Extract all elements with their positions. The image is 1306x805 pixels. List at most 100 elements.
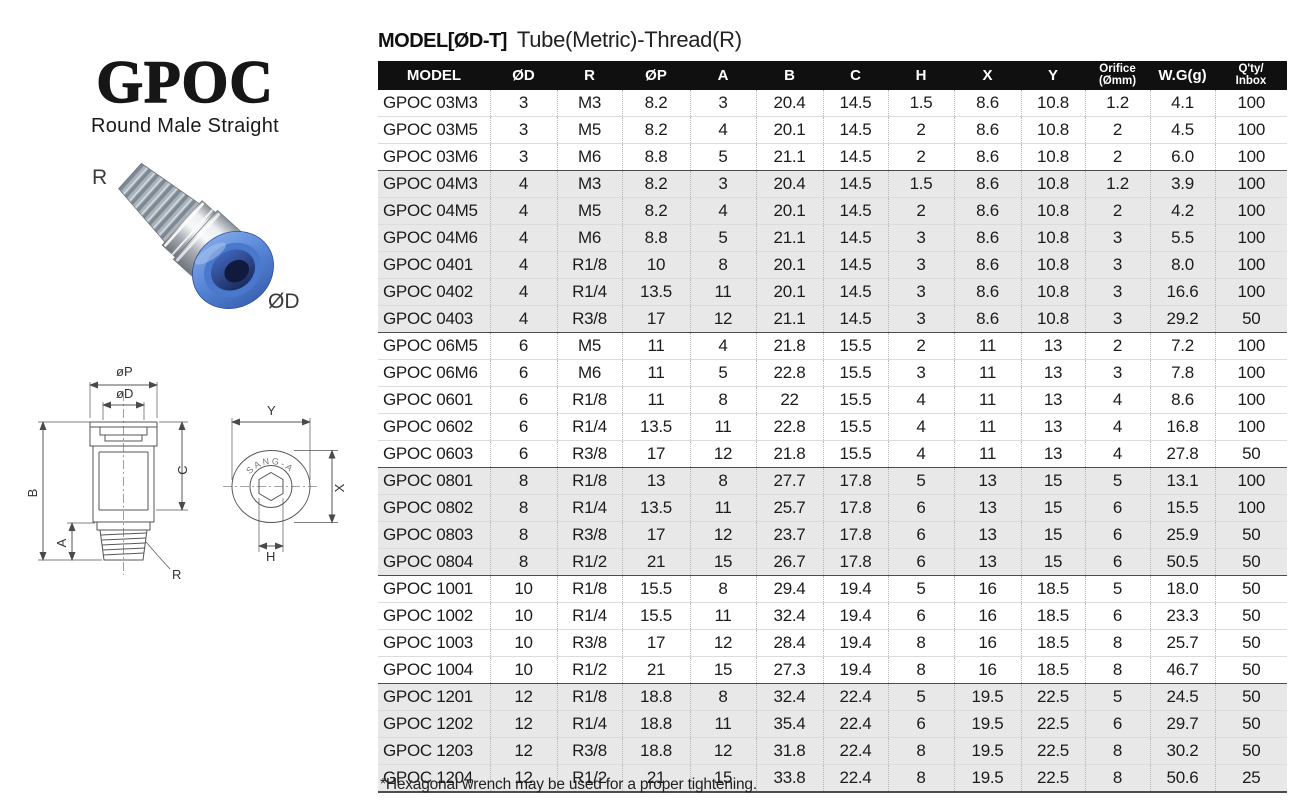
table-cell: 3	[1084, 305, 1150, 333]
table-cell: GPOC 1202	[378, 710, 490, 738]
table-cell: 29.7	[1149, 710, 1215, 738]
table-cell: R1/4	[556, 602, 622, 630]
table-cell: 18.5	[1020, 629, 1085, 657]
table-cell: R3/8	[556, 305, 622, 333]
table-cell: 11	[689, 494, 756, 522]
table-cell: 2	[1084, 197, 1150, 225]
table-cell: GPOC 04M5	[378, 197, 490, 225]
table-cell: 50	[1214, 656, 1287, 684]
table-row: GPOC 1203 12 R3/8 18.8 12 31.8 22.4 8 19.5 22.5 8 3…	[378, 737, 1287, 765]
table-cell: 21.8	[755, 332, 823, 360]
table-cell: 6	[489, 359, 557, 387]
table-cell: 4	[489, 170, 557, 198]
table-cell: 7.8	[1149, 359, 1215, 387]
table-row: GPOC 1003 10 R3/8 17 12 28.4 19.4 8 16 18.5 8 25.7 5…	[378, 629, 1287, 657]
table-cell: 12	[689, 521, 756, 549]
table-cell: 10	[489, 575, 557, 603]
table-cell: 27.7	[755, 467, 823, 495]
table-cell: 11	[953, 440, 1021, 468]
table-cell: 5.5	[1149, 224, 1215, 252]
table-cell: 50	[1214, 737, 1287, 765]
table-cell: R1/8	[556, 251, 622, 279]
table-cell: 4	[1084, 386, 1150, 414]
table-cell: GPOC 0803	[378, 521, 490, 549]
table-cell: 100	[1214, 413, 1287, 441]
table-cell: 100	[1214, 224, 1287, 252]
collet-ring-group	[192, 231, 274, 309]
table-cell: 10.8	[1020, 251, 1085, 279]
table-cell: 3.9	[1149, 170, 1215, 198]
table-cell: 4.2	[1149, 197, 1215, 225]
table-cell: 21.1	[755, 143, 823, 171]
table-cell: 35.4	[755, 710, 823, 738]
table-cell: 11	[953, 359, 1021, 387]
table-cell: 50.5	[1149, 548, 1215, 576]
table-cell: M3	[556, 90, 622, 117]
table-cell: 18.8	[621, 683, 690, 711]
table-cell: M6	[556, 143, 622, 171]
table-cell: 16.6	[1149, 278, 1215, 306]
table-cell: 16.8	[1149, 413, 1215, 441]
table-cell: 1.5	[887, 90, 954, 117]
table-cell: 2	[887, 197, 954, 225]
table-cell: 6	[489, 440, 557, 468]
table-cell: M3	[556, 170, 622, 198]
table-row: GPOC 1202 12 R1/4 18.8 11 35.4 22.4 6 19.5 22.5 6 2…	[378, 710, 1287, 738]
table-cell: 8.8	[621, 224, 690, 252]
table-cell: 2	[887, 116, 954, 144]
table-cell: 50.6	[1149, 764, 1215, 793]
table-cell: 19.5	[953, 737, 1021, 765]
table-cell: GPOC 0401	[378, 251, 490, 279]
table-cell: 19.4	[822, 629, 888, 657]
table-cell: 3	[1084, 224, 1150, 252]
table-cell: 3	[489, 90, 557, 117]
column-header: A	[690, 61, 756, 90]
table-cell: 4	[489, 197, 557, 225]
table-row: GPOC 1201 12 R1/8 18.8 8 32.4 22.4 5 19.5 22.5 5 24…	[378, 683, 1287, 711]
table-cell: 15.5	[822, 332, 888, 360]
table-cell: 25.7	[1149, 629, 1215, 657]
table-cell: 6	[1084, 710, 1150, 738]
table-cell: 2	[1084, 143, 1150, 171]
table-cell: 8	[489, 521, 557, 549]
table-cell: R1/8	[556, 683, 622, 711]
table-cell: 13	[953, 521, 1021, 549]
table-row: GPOC 1002 10 R1/4 15.5 11 32.4 19.4 6 16 18.5 6 23.…	[378, 602, 1287, 630]
table-cell: 27.8	[1149, 440, 1215, 468]
dim-label-op: øP	[116, 364, 133, 379]
table-cell: 6	[887, 548, 954, 576]
table-cell: 11	[689, 602, 756, 630]
table-cell: GPOC 0802	[378, 494, 490, 522]
table-cell: 8.8	[621, 143, 690, 171]
table-cell: 50	[1214, 602, 1287, 630]
table-cell: R1/4	[556, 494, 622, 522]
photo-label-thread: R	[92, 166, 107, 189]
table-cell: 1.5	[887, 170, 954, 198]
column-header: C	[823, 61, 888, 90]
table-cell: 17	[621, 629, 690, 657]
table-cell: 18.0	[1149, 575, 1215, 603]
table-cell: 3	[489, 116, 557, 144]
table-cell: 20.1	[755, 116, 823, 144]
table-cell: 15.5	[822, 413, 888, 441]
table-cell: 22.4	[822, 710, 888, 738]
table-cell: 4	[489, 278, 557, 306]
dim-label-y: Y	[267, 403, 276, 418]
table-cell: 20.1	[755, 278, 823, 306]
table-cell: 12	[489, 737, 557, 765]
table-cell: GPOC 1003	[378, 629, 490, 657]
table-cell: 33.8	[755, 764, 823, 793]
table-cell: 17.8	[822, 548, 888, 576]
table-cell: GPOC 0402	[378, 278, 490, 306]
table-cell: 4	[489, 251, 557, 279]
table-cell: 18.8	[621, 710, 690, 738]
table-cell: GPOC 0601	[378, 386, 490, 414]
table-cell: 19.4	[822, 575, 888, 603]
table-cell: 3	[1084, 278, 1150, 306]
table-row: GPOC 0601 6 R1/8 11 8 22 15.5 4 11 13 4 8.6 100	[378, 386, 1287, 414]
dim-label-a: A	[54, 538, 69, 547]
table-cell: 11	[689, 278, 756, 306]
model-code-label: MODEL[ØD-T]	[378, 30, 507, 52]
table-cell: 2	[1084, 116, 1150, 144]
table-cell: 19.5	[953, 683, 1021, 711]
